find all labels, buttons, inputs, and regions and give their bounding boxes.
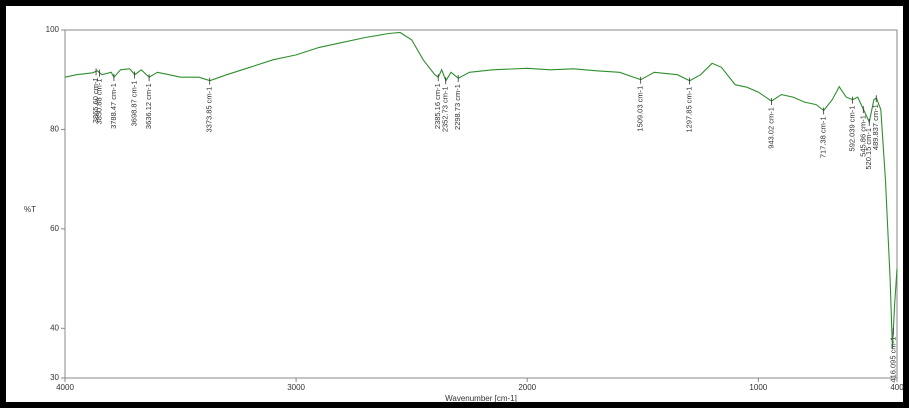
peak-label: 545.86 cm-1 <box>858 115 867 157</box>
x-tick-label: 400 <box>890 383 904 392</box>
y-tick-label: 100 <box>46 25 60 34</box>
spectrum-line <box>64 31 898 349</box>
peak-label: 1297.85 cm-1 <box>684 87 693 133</box>
x-tick-label: 2000 <box>518 383 536 392</box>
peak-label: 3850.88 cm-1 <box>94 79 103 125</box>
y-tick-label: 60 <box>50 224 59 233</box>
peak-label: 489.837 cm-1 <box>871 104 880 150</box>
peak-label: 3373.85 cm-1 <box>205 87 214 133</box>
peak-label: 1509.03 cm-1 <box>636 86 645 132</box>
y-axis-label: %T <box>24 205 36 214</box>
peak-label: 592.039 cm-1 <box>848 106 857 152</box>
peak-label: 3636.12 cm-1 <box>144 83 153 129</box>
x-tick-label: 4000 <box>56 383 74 392</box>
x-axis-label: Wavenumber [cm-1] <box>445 394 517 403</box>
y-tick-label: 30 <box>50 373 59 382</box>
peak-label: 3788.47 cm-1 <box>109 83 118 129</box>
peak-label: 717.38 cm-1 <box>819 116 828 158</box>
peak-label: 416.095 cm-1 <box>888 337 897 383</box>
peak-label: 520.15 cm-1 <box>864 128 873 170</box>
peak-label: 2298.73 cm-1 <box>453 84 462 130</box>
peak-label: 2352.73 cm-1 <box>441 86 450 132</box>
peak-label: 943.02 cm-1 <box>766 107 775 149</box>
x-tick-label: 3000 <box>287 383 305 392</box>
plot-area <box>64 29 898 379</box>
peak-label: 2385.16 cm-1 <box>433 83 442 129</box>
peak-label: 3865.60 cm-1 <box>91 77 100 123</box>
y-tick-label: 40 <box>50 323 59 332</box>
y-tick-label: 80 <box>50 125 59 134</box>
peak-label: 3698.87 cm-1 <box>130 81 139 127</box>
x-tick-label: 1000 <box>749 383 767 392</box>
